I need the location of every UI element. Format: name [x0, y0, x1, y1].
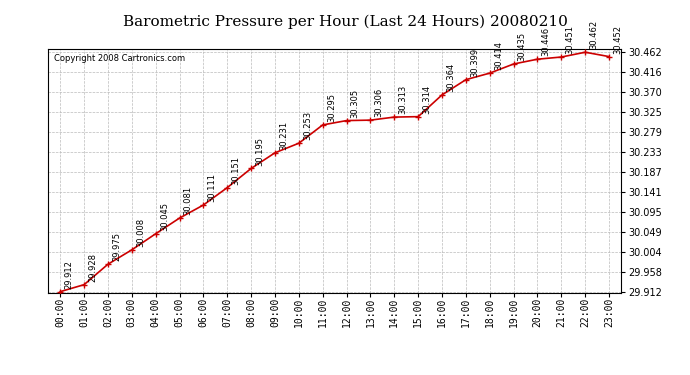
- Text: Barometric Pressure per Hour (Last 24 Hours) 20080210: Barometric Pressure per Hour (Last 24 Ho…: [123, 15, 567, 29]
- Text: 30.295: 30.295: [327, 93, 336, 122]
- Text: 29.975: 29.975: [112, 232, 121, 261]
- Text: 30.314: 30.314: [422, 85, 431, 114]
- Text: 30.462: 30.462: [589, 20, 598, 50]
- Text: 30.435: 30.435: [518, 32, 526, 61]
- Text: 30.414: 30.414: [494, 41, 503, 70]
- Text: 30.045: 30.045: [160, 202, 169, 231]
- Text: Copyright 2008 Cartronics.com: Copyright 2008 Cartronics.com: [54, 54, 185, 63]
- Text: 30.452: 30.452: [613, 25, 622, 54]
- Text: 30.313: 30.313: [398, 85, 408, 114]
- Text: 30.231: 30.231: [279, 121, 288, 150]
- Text: 30.305: 30.305: [351, 88, 359, 118]
- Text: 30.081: 30.081: [184, 186, 193, 215]
- Text: 30.253: 30.253: [303, 111, 312, 140]
- Text: 30.306: 30.306: [375, 88, 384, 117]
- Text: 30.151: 30.151: [231, 156, 240, 185]
- Text: 29.928: 29.928: [88, 253, 97, 282]
- Text: 30.399: 30.399: [470, 48, 479, 77]
- Text: 30.195: 30.195: [255, 136, 264, 166]
- Text: 29.912: 29.912: [64, 260, 73, 289]
- Text: 30.446: 30.446: [542, 27, 551, 56]
- Text: 30.451: 30.451: [566, 25, 575, 54]
- Text: 30.364: 30.364: [446, 63, 455, 92]
- Text: 30.008: 30.008: [136, 218, 145, 247]
- Text: 30.111: 30.111: [208, 173, 217, 202]
